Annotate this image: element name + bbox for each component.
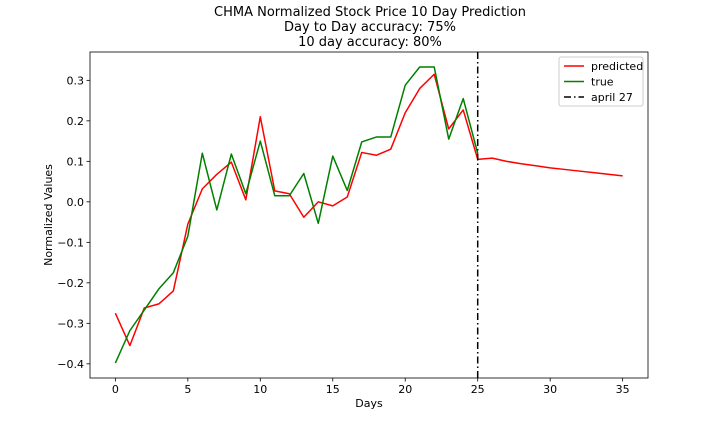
legend: predicted true april 27 [558,56,644,107]
y-tick-label: −0.2 [57,277,84,290]
title-line-3: 10 day accuracy: 80% [298,35,442,50]
x-tick-label: 5 [184,383,191,396]
y-axis-ticks: −0.4 −0.3 −0.2 −0.1 0.0 0.1 0.2 0.3 [57,74,90,371]
plot-area [89,51,649,379]
x-tick-label: 25 [471,383,485,396]
plot-frame [89,51,649,379]
y-tick-label: 0.2 [67,115,85,128]
title-line-1: CHMA Normalized Stock Price 10 Day Predi… [214,5,526,20]
x-tick-label: 20 [398,383,412,396]
x-tick-label: 30 [543,383,557,396]
x-axis-label: Days [355,397,383,410]
y-tick-label: −0.3 [57,317,84,330]
chart-title: CHMA Normalized Stock Price 10 Day Predi… [214,5,526,50]
series-line-predicted [114,73,623,347]
series-line-true [114,66,479,364]
x-tick-label: 35 [616,383,630,396]
x-tick-label: 0 [112,383,119,396]
x-axis-ticks: 0 5 10 15 20 25 30 35 [112,378,630,396]
legend-label-april-27: april 27 [591,91,633,104]
y-tick-label: 0.1 [67,155,85,168]
y-tick-label: 0.0 [67,196,85,209]
y-tick-label: −0.4 [57,358,84,371]
title-line-2: Day to Day accuracy: 75% [284,20,456,35]
y-axis-label: Normalized Values [42,164,55,266]
y-tick-label: −0.1 [57,236,84,249]
x-tick-label: 15 [326,383,340,396]
legend-label-predicted: predicted [591,60,643,73]
x-tick-label: 10 [253,383,267,396]
legend-label-true: true [591,76,614,89]
y-tick-label: 0.3 [67,74,85,87]
legend-box [558,56,644,107]
